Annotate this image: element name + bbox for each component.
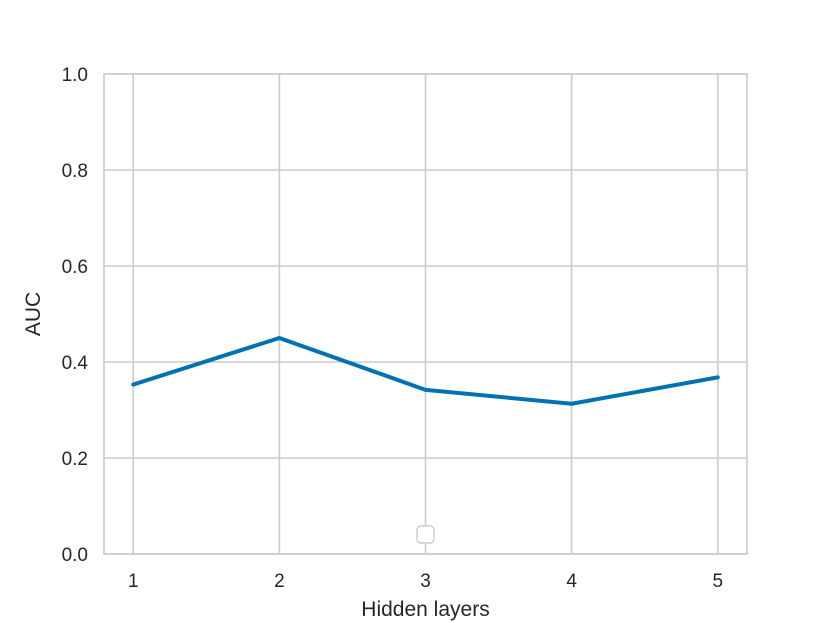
- y-tick-label: 0.2: [62, 449, 88, 470]
- plot-frame: [103, 73, 748, 555]
- series-layer: [131, 336, 720, 406]
- y-tick-label: 1.0: [62, 65, 88, 86]
- y-tick-labels: 0.0 0.2 0.4 0.6 0.8 1.0: [62, 65, 89, 566]
- grid: [104, 73, 747, 555]
- y-tick-label: 0.8: [62, 161, 88, 182]
- y-tick-label: 0.0: [62, 545, 88, 566]
- x-tick-label: 1: [128, 571, 139, 592]
- x-axis-label: Hidden layers: [361, 598, 489, 621]
- y-tick-label: 0.4: [62, 353, 89, 374]
- legend-box: [416, 525, 435, 544]
- x-tick-labels: 1 2 3 4 5: [128, 571, 723, 592]
- x-tick-label: 3: [420, 571, 431, 592]
- x-tick-label: 4: [566, 571, 577, 592]
- x-tick-label: 2: [274, 571, 285, 592]
- y-tick-label: 0.6: [62, 257, 88, 278]
- x-tick-label: 5: [712, 571, 723, 592]
- y-axis-label: AUC: [22, 292, 45, 336]
